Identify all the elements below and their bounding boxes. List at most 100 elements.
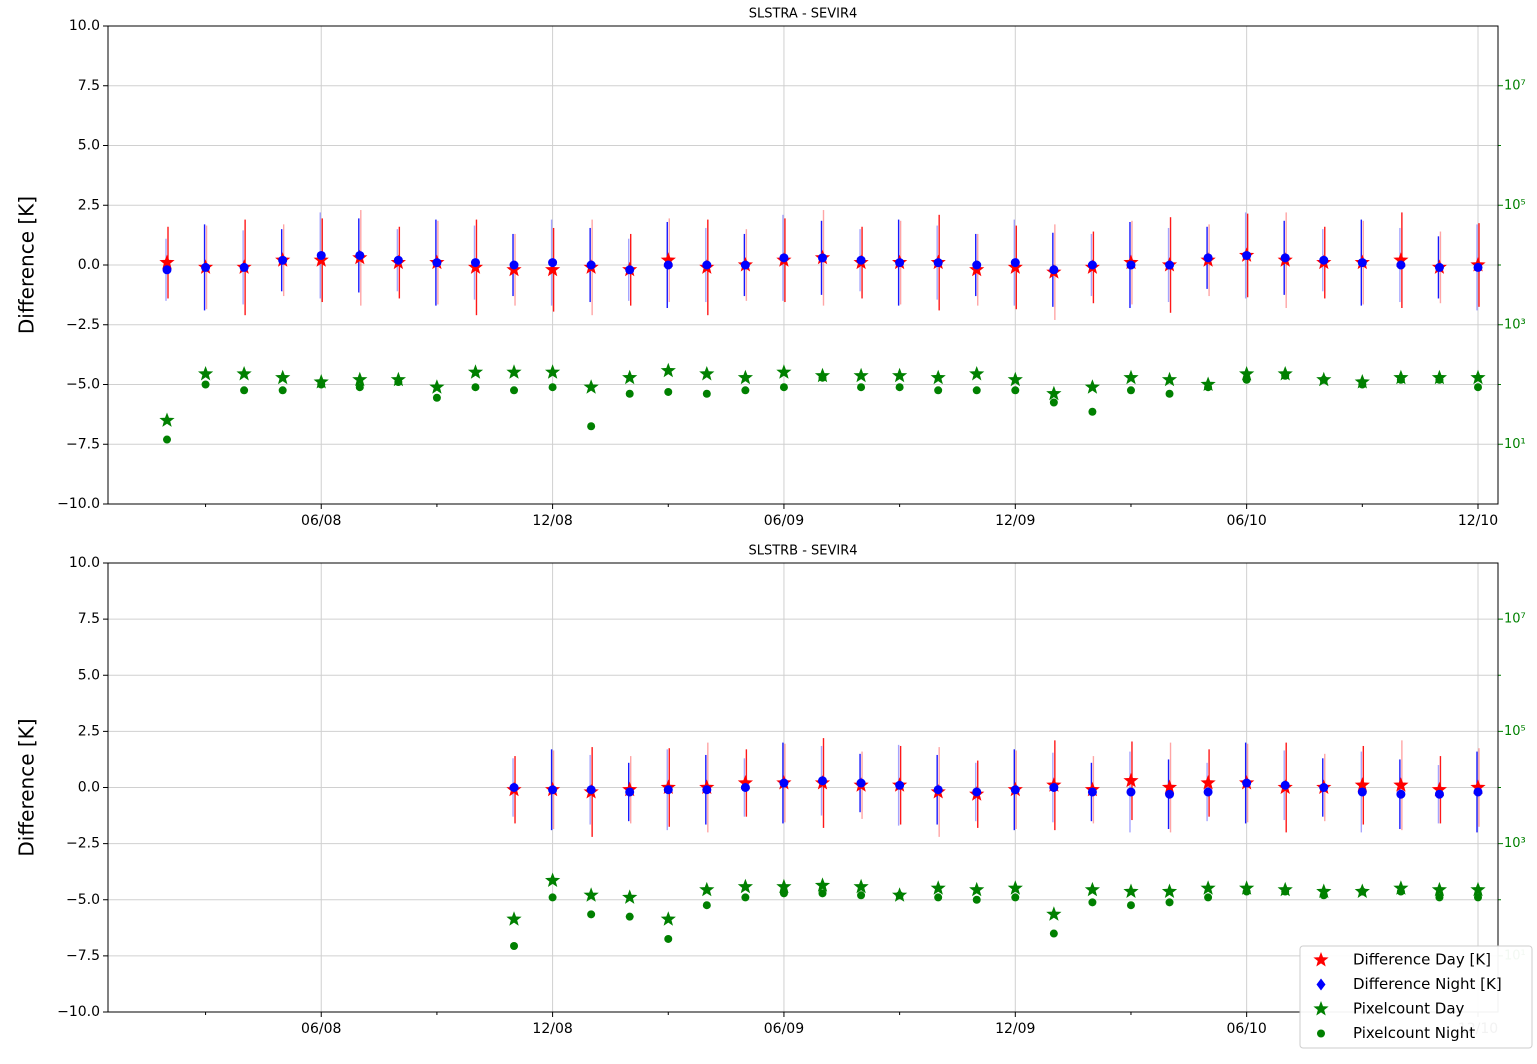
pixel-night-point xyxy=(394,378,403,387)
diff-night-point xyxy=(1242,778,1252,788)
diff-night-point xyxy=(933,785,943,795)
pixel-night-point xyxy=(1011,386,1020,395)
y2-tick-label: 10⁵ xyxy=(1504,724,1526,739)
axes-frame xyxy=(107,562,1499,1013)
diff-night-point xyxy=(355,250,365,260)
legend-star-icon xyxy=(1313,1001,1329,1016)
diff-night-point xyxy=(1010,258,1020,268)
pixel-night-point xyxy=(1474,893,1482,902)
pixel-night-point xyxy=(857,383,866,392)
pixel-day-point xyxy=(1200,880,1216,895)
pixel-night-point xyxy=(1319,375,1328,384)
pixel-day-point xyxy=(1046,385,1062,401)
diff-night-point xyxy=(740,260,750,270)
pixel-night-point xyxy=(664,934,673,943)
legend-dot-icon xyxy=(1317,1029,1325,1038)
y-tick-label: −2.5 xyxy=(66,836,100,852)
diff-day-point xyxy=(1200,775,1216,790)
diff-day-point xyxy=(660,252,676,267)
pixel-night-point xyxy=(1358,380,1367,389)
diff-night-point xyxy=(1087,260,1097,270)
diff-night-point xyxy=(818,776,827,786)
x-tick-label: 12/08 xyxy=(532,513,572,529)
diff-night-point xyxy=(1049,265,1059,275)
y-tick-label: −10.0 xyxy=(57,1004,100,1020)
diff-night-point xyxy=(1126,787,1136,797)
y-tick-label: 7.5 xyxy=(78,611,100,627)
diff-night-point xyxy=(1126,260,1136,270)
pixel-day-point xyxy=(699,366,715,381)
pixel-night-point xyxy=(548,893,557,902)
pixel-night-point xyxy=(702,389,711,398)
pixel-night-point xyxy=(1049,398,1058,407)
pixel-night-point xyxy=(934,893,943,902)
diff-night-point xyxy=(1165,789,1175,799)
pixel-day-point xyxy=(1161,883,1178,898)
pixel-day-point xyxy=(1123,369,1139,385)
diff-night-point xyxy=(625,265,635,275)
pixel-day-point xyxy=(776,364,792,379)
y-tick-label: 10.0 xyxy=(69,18,100,34)
pixel-night-point xyxy=(1126,386,1135,395)
pixel-night-point xyxy=(240,386,249,395)
pixel-day-point xyxy=(1161,371,1178,387)
pixel-day-point xyxy=(1470,881,1486,897)
x-tick-label: 06/10 xyxy=(1226,513,1266,529)
diff-night-point xyxy=(1319,255,1329,265)
diff-day-point xyxy=(1470,779,1486,794)
diff-night-point xyxy=(779,778,789,788)
diff-night-point xyxy=(1280,780,1290,790)
chart-title: SLSTRB - SEVIR4 xyxy=(748,544,857,559)
pixel-night-point xyxy=(1088,898,1097,907)
pixel-night-point xyxy=(1319,891,1328,900)
diff-night-point xyxy=(432,258,442,268)
y-tick-label: −5.0 xyxy=(66,377,100,393)
diff-day-point xyxy=(1431,781,1447,797)
y-tick-label: 0.0 xyxy=(78,780,100,796)
pixel-day-point xyxy=(969,881,985,897)
legend-diamond-icon xyxy=(1316,978,1326,991)
diff-night-point xyxy=(278,255,288,265)
pixel-night-point xyxy=(201,380,210,389)
pixel-night-point xyxy=(664,387,673,396)
pixel-night-point xyxy=(972,895,981,904)
diff-night-point xyxy=(895,780,905,790)
diff-night-point xyxy=(548,785,558,795)
y-tick-label: −7.5 xyxy=(66,948,100,964)
diff-night-point xyxy=(895,258,905,268)
diff-night-point xyxy=(509,260,519,270)
pixel-night-point xyxy=(587,910,596,919)
diff-night-point xyxy=(201,262,211,272)
pixel-night-point xyxy=(1126,901,1135,910)
x-tick-label: 12/08 xyxy=(532,1021,572,1037)
y-tick-label: 7.5 xyxy=(78,78,100,94)
pixel-day-point xyxy=(1239,366,1255,381)
diff-night-point xyxy=(1203,253,1213,263)
pixel-day-point xyxy=(969,366,985,381)
pixel-day-point xyxy=(892,367,908,383)
pixel-night-point xyxy=(1088,407,1097,416)
legend-label: Difference Day [K] xyxy=(1353,951,1491,969)
x-tick-label: 12/09 xyxy=(995,1021,1035,1037)
pixel-day-point xyxy=(275,369,291,385)
pixel-day-point xyxy=(583,887,599,902)
diff-night-point xyxy=(162,265,172,275)
pixel-night-point xyxy=(432,393,441,402)
pixel-night-point xyxy=(1204,893,1213,902)
diff-night-point xyxy=(1319,783,1329,792)
diff-night-point xyxy=(625,787,635,797)
y-tick-label: 2.5 xyxy=(78,723,100,739)
pixel-night-point xyxy=(741,386,750,395)
diff-night-point xyxy=(1049,783,1059,792)
pixel-night-point xyxy=(895,891,904,900)
pixel-night-point xyxy=(278,386,287,395)
pixel-day-point xyxy=(1007,880,1023,895)
pixel-day-point xyxy=(506,364,522,379)
diff-night-point xyxy=(702,785,712,795)
diff-night-point xyxy=(1434,789,1444,799)
diff-day-point xyxy=(737,775,753,790)
pixel-day-point xyxy=(545,872,561,887)
diff-night-point xyxy=(1473,262,1483,272)
diff-night-point xyxy=(1165,260,1175,270)
diff-night-point xyxy=(1357,787,1367,797)
